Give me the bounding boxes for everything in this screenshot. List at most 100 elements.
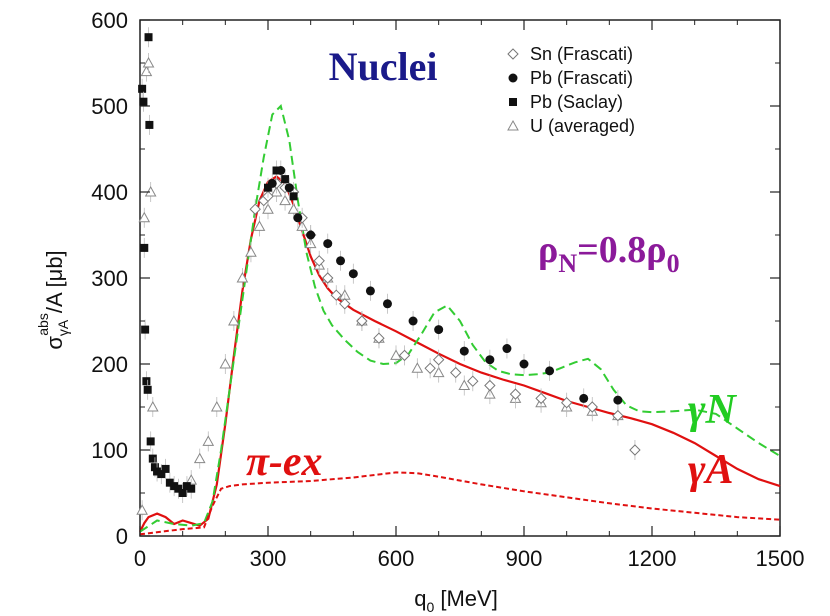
data-point xyxy=(579,393,589,403)
data-point xyxy=(519,359,529,369)
data-point xyxy=(365,286,375,296)
annotation-density: ρN=0.8ρ0 xyxy=(538,229,680,278)
data-point xyxy=(467,375,479,387)
data-point xyxy=(136,504,148,515)
data-point xyxy=(293,213,303,223)
data-point xyxy=(161,464,170,473)
data-point xyxy=(323,239,333,249)
x-tick-label: 300 xyxy=(250,546,287,571)
data-point xyxy=(411,362,424,373)
data-point xyxy=(339,298,351,310)
x-label-sub: 0 xyxy=(426,599,434,615)
data-point xyxy=(424,362,436,375)
curve-pi-ex xyxy=(139,471,781,536)
y-tick-label: 0 xyxy=(116,524,128,549)
data-point xyxy=(148,454,157,463)
data-point xyxy=(142,377,151,386)
x-label-q: q xyxy=(414,586,426,611)
data-point xyxy=(174,484,183,493)
data-points xyxy=(136,27,641,521)
data-point xyxy=(245,246,257,257)
y-tick-label: 400 xyxy=(91,180,128,205)
y-tick-label: 200 xyxy=(91,352,128,377)
data-point xyxy=(170,482,179,491)
data-point xyxy=(432,366,445,378)
data-point xyxy=(535,392,547,405)
y-tick-label: 500 xyxy=(91,94,128,119)
data-point xyxy=(629,444,641,456)
data-point xyxy=(356,315,368,327)
x-label-rest: [MeV] xyxy=(434,586,498,611)
y-axis-label: σγAabs/A [μb] xyxy=(35,250,71,349)
data-point xyxy=(502,344,512,354)
annotation-gamma-n: γN xyxy=(688,387,737,433)
data-point xyxy=(289,192,298,201)
data-point xyxy=(138,211,151,223)
data-point xyxy=(153,467,162,476)
data-point xyxy=(139,97,148,106)
x-tick-label: 900 xyxy=(506,546,543,571)
data-point xyxy=(276,166,286,175)
x-tick-label: 1500 xyxy=(756,546,805,571)
legend-label: Sn (Frascati) xyxy=(530,44,633,64)
data-point xyxy=(284,183,294,193)
density-rho: ρ xyxy=(538,229,558,271)
legend-marker xyxy=(507,119,519,131)
x-axis-label-text: q0 [MeV] xyxy=(414,586,498,615)
annotation-density-text: ρN=0.8ρ0 xyxy=(538,229,680,278)
y-tick-label: 600 xyxy=(91,8,128,33)
y-label-sub: γA xyxy=(55,319,71,336)
data-point xyxy=(586,401,598,413)
legend-label: Pb (Frascati) xyxy=(530,68,633,88)
data-point xyxy=(484,379,496,392)
data-point xyxy=(236,271,249,283)
data-point xyxy=(249,203,261,215)
x-tick-label: 0 xyxy=(134,546,146,571)
data-point xyxy=(408,316,418,326)
data-point xyxy=(143,385,152,394)
data-point xyxy=(144,33,153,42)
legend-marker xyxy=(509,98,517,106)
data-point xyxy=(322,272,334,284)
data-point xyxy=(545,366,555,376)
data-point xyxy=(432,353,445,366)
data-point xyxy=(146,400,159,412)
legend-label: U (averaged) xyxy=(530,116,635,136)
data-point xyxy=(450,366,462,379)
data-point xyxy=(219,357,232,369)
axis-ticks: 0 300 600 900 1200 1500 0 100 200 300 400 500 600 xyxy=(91,8,804,571)
y-tick-label: 300 xyxy=(91,266,128,291)
data-point xyxy=(228,314,240,326)
data-point xyxy=(373,332,385,344)
legend-marker xyxy=(507,48,519,60)
data-point xyxy=(279,194,291,206)
data-point xyxy=(390,349,402,360)
data-point xyxy=(613,395,623,405)
x-axis-label: q0 [MeV] xyxy=(414,586,498,615)
data-point xyxy=(382,299,392,309)
data-point xyxy=(287,203,300,214)
y-label-rest: /A [μb] xyxy=(42,250,67,313)
data-point xyxy=(459,346,469,356)
data-point xyxy=(560,396,573,409)
legend: Sn (Frascati) Pb (Frascati) Pb (Saclay) U (… xyxy=(507,44,635,136)
density-sub-0: 0 xyxy=(667,249,680,278)
data-point xyxy=(336,256,346,266)
data-point xyxy=(348,269,358,279)
data-point xyxy=(157,470,166,479)
data-point xyxy=(138,84,147,93)
y-tick-label: 100 xyxy=(91,438,128,463)
legend-label: Pb (Saclay) xyxy=(530,92,623,112)
data-point xyxy=(313,255,325,267)
y-label-sigma: σ xyxy=(42,336,67,350)
data-point xyxy=(187,484,196,493)
data-point xyxy=(267,178,277,188)
legend-marker xyxy=(508,73,518,83)
data-point xyxy=(330,289,342,301)
x-tick-label: 600 xyxy=(378,546,415,571)
data-point xyxy=(306,230,316,240)
data-point xyxy=(434,325,444,335)
data-point xyxy=(182,482,191,491)
data-point xyxy=(253,220,266,231)
